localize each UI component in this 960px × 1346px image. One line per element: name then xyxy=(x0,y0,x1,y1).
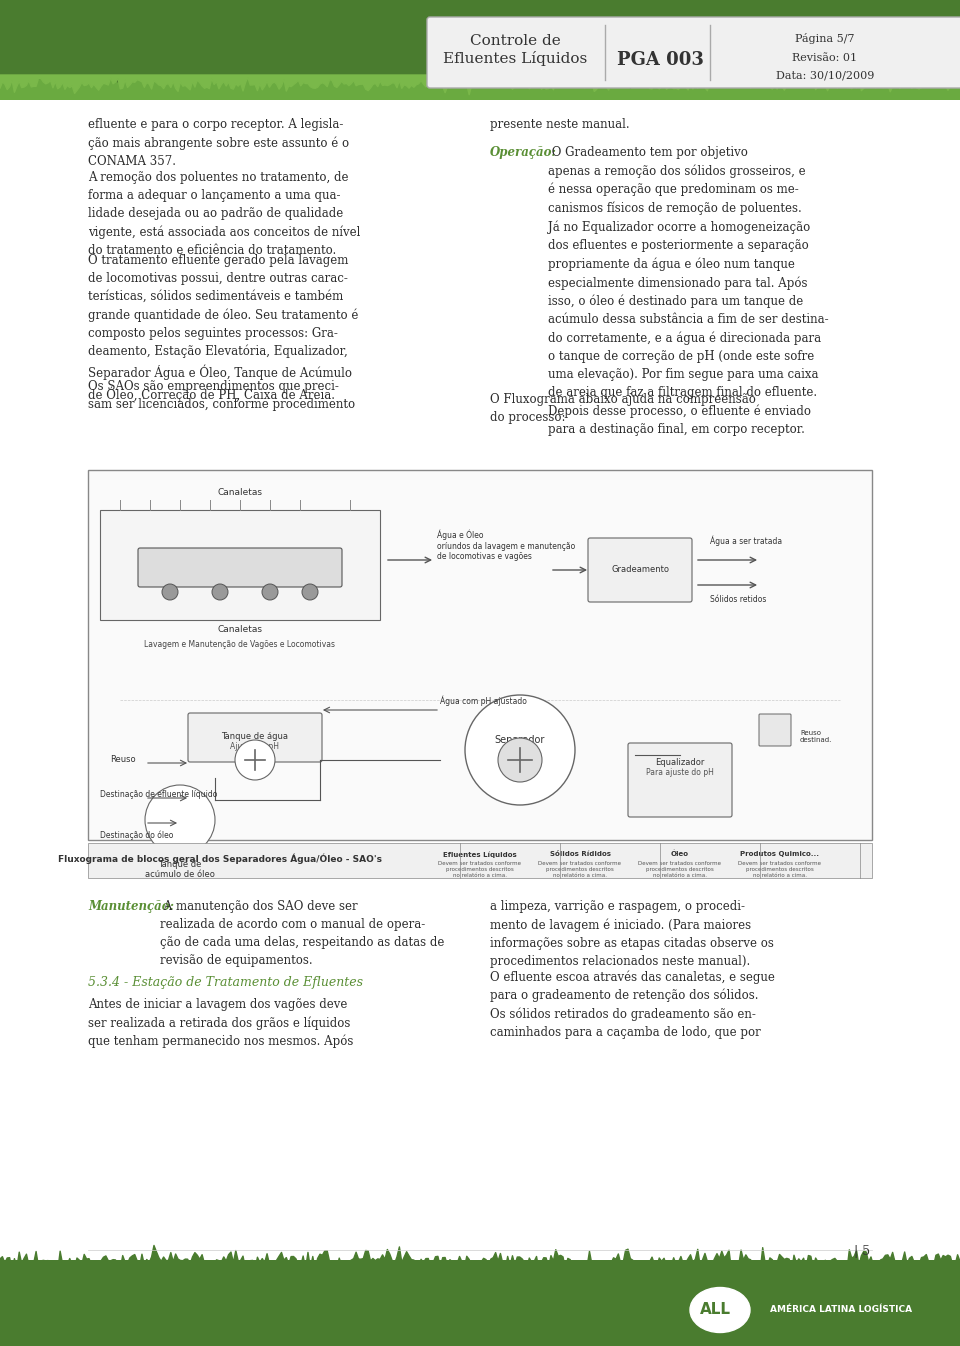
Text: Destinação do óleo: Destinação do óleo xyxy=(100,830,174,840)
Text: Manutenção:: Manutenção: xyxy=(88,900,174,913)
Text: A remoção dos poluentes no tratamento, de
forma a adequar o lançamento a uma qua: A remoção dos poluentes no tratamento, d… xyxy=(88,171,360,257)
Text: Página 5/7: Página 5/7 xyxy=(795,32,854,43)
Text: O Fluxograma abaixo ajuda na compreensão
do processo:: O Fluxograma abaixo ajuda na compreensão… xyxy=(490,393,756,424)
Text: Água com pH ajustado: Água com pH ajustado xyxy=(440,695,527,705)
Text: Os SAOs são empreendimentos que preci-
sam ser licenciados, conforme procediment: Os SAOs são empreendimentos que preci- s… xyxy=(88,380,355,411)
FancyBboxPatch shape xyxy=(138,548,342,587)
Text: Ajuste de pH: Ajuste de pH xyxy=(230,742,279,751)
Bar xyxy=(100,510,380,621)
Text: O tratamento efluente gerado pela lavagem
de locomotivas possui, dentre outras c: O tratamento efluente gerado pela lavage… xyxy=(88,254,358,402)
FancyBboxPatch shape xyxy=(588,538,692,602)
Circle shape xyxy=(145,785,215,855)
FancyBboxPatch shape xyxy=(759,713,791,746)
Text: presente neste manual.: presente neste manual. xyxy=(490,118,630,131)
Text: Sólidos Rídidos: Sólidos Rídidos xyxy=(549,851,611,857)
Text: Canaletas: Canaletas xyxy=(218,625,262,634)
Text: ALL: ALL xyxy=(700,1303,731,1318)
Circle shape xyxy=(498,738,542,782)
Text: Produtos Quimico...: Produtos Quimico... xyxy=(740,851,820,857)
Polygon shape xyxy=(0,1260,960,1346)
Polygon shape xyxy=(0,0,960,75)
Text: Reuso: Reuso xyxy=(110,755,135,765)
Bar xyxy=(88,843,872,878)
Circle shape xyxy=(262,584,278,600)
Text: Água a ser tratada: Água a ser tratada xyxy=(710,534,782,545)
Circle shape xyxy=(302,584,318,600)
Text: a limpeza, varrição e raspagem, o procedi-
mento de lavagem é iniciado. (Para ma: a limpeza, varrição e raspagem, o proced… xyxy=(490,900,774,968)
Text: Reuso
destinad.: Reuso destinad. xyxy=(800,730,832,743)
FancyBboxPatch shape xyxy=(427,17,960,87)
Bar xyxy=(88,470,872,840)
Circle shape xyxy=(212,584,228,600)
Text: AMÉRICA LATINA LOGÍSTICA: AMÉRICA LATINA LOGÍSTICA xyxy=(770,1306,912,1315)
Text: Tanque de
acúmulo de óleo: Tanque de acúmulo de óleo xyxy=(145,860,215,879)
Text: 5.3.4 - Estação de Tratamento de Efluentes: 5.3.4 - Estação de Tratamento de Efluent… xyxy=(88,976,363,989)
Text: PGA 003: PGA 003 xyxy=(616,51,704,69)
Ellipse shape xyxy=(690,1288,750,1333)
Text: Controle de
Efluentes Líquidos: Controle de Efluentes Líquidos xyxy=(443,34,588,66)
Text: Devem ser tratados conforme
procedimentos descritos
no relatório a cima.: Devem ser tratados conforme procedimento… xyxy=(539,861,621,878)
Text: Água e Óleo
oríundos da lavagem e manutenção
de locomotivas e vagões: Água e Óleo oríundos da lavagem e manute… xyxy=(437,530,575,561)
Text: O efluente escoa através das canaletas, e segue
para o gradeamento de retenção d: O efluente escoa através das canaletas, … xyxy=(490,970,775,1039)
Text: Para ajuste do pH: Para ajuste do pH xyxy=(646,769,714,777)
Circle shape xyxy=(235,740,275,779)
Text: | 5: | 5 xyxy=(853,1245,870,1259)
Text: Equalizador: Equalizador xyxy=(656,758,705,767)
Text: Devem ser tratados conforme
procedimentos descritos
no relatório a cima.: Devem ser tratados conforme procedimento… xyxy=(738,861,822,878)
Text: Efluentes Líquidos: Efluentes Líquidos xyxy=(444,851,516,857)
Text: Tanque de água: Tanque de água xyxy=(222,732,289,742)
Text: Canaletas: Canaletas xyxy=(218,489,262,497)
Text: O Gradeamento tem por objetivo
apenas a remoção dos sólidos grosseiros, e
é ness: O Gradeamento tem por objetivo apenas a … xyxy=(548,145,828,436)
Text: Destinação de efluente líquido: Destinação de efluente líquido xyxy=(100,790,217,800)
Circle shape xyxy=(162,584,178,600)
Text: Fluxograma de blocos geral dos Separadores Água/Óleo - SAO's: Fluxograma de blocos geral dos Separador… xyxy=(58,853,382,864)
Text: Vagão: Vagão xyxy=(225,555,255,565)
Text: Antes de iniciar a lavagem dos vagões deve
ser realizada a retirada dos grãos e : Antes de iniciar a lavagem dos vagões de… xyxy=(88,997,353,1049)
Circle shape xyxy=(465,695,575,805)
Text: Devem ser tratados conforme
procedimentos descritos
no relatório a cima.: Devem ser tratados conforme procedimento… xyxy=(638,861,722,878)
Text: Lavagem e Manutenção de Vagões e Locomotivas: Lavagem e Manutenção de Vagões e Locomot… xyxy=(145,639,335,649)
Text: Revisão: 01: Revisão: 01 xyxy=(792,52,857,63)
Text: efluente e para o corpo receptor. A legisla-
ção mais abrangente sobre este assu: efluente e para o corpo receptor. A legi… xyxy=(88,118,349,168)
FancyBboxPatch shape xyxy=(628,743,732,817)
Text: Separador: Separador xyxy=(494,735,545,744)
Text: Data: 30/10/2009: Data: 30/10/2009 xyxy=(776,70,875,79)
FancyBboxPatch shape xyxy=(188,713,322,762)
Text: A manutenção dos SAO deve ser
realizada de acordo com o manual de opera-
ção de : A manutenção dos SAO deve ser realizada … xyxy=(160,900,444,966)
Text: Sólidos retidos: Sólidos retidos xyxy=(710,595,766,604)
Text: Devem ser tratados conforme
procedimentos descritos
no relatório a cima.: Devem ser tratados conforme procedimento… xyxy=(439,861,521,878)
Text: Gradeamento: Gradeamento xyxy=(611,565,669,573)
Polygon shape xyxy=(0,75,960,100)
Text: Óleo: Óleo xyxy=(671,851,689,857)
Text: Operação:: Operação: xyxy=(490,145,557,159)
